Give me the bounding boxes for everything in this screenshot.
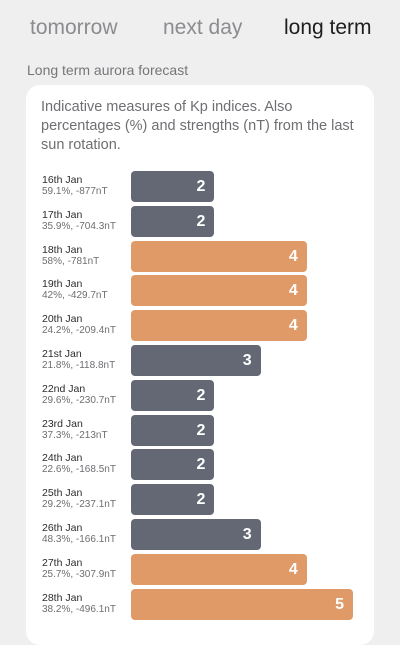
forecast-date: 16th Jan — [42, 174, 83, 186]
kp-value: 4 — [288, 282, 298, 300]
forecast-card: Indicative measures of Kp indices. Also … — [26, 85, 374, 645]
kp-bar: 2 — [131, 484, 215, 516]
kp-bar: 3 — [131, 519, 261, 550]
kp-bar: 5 — [131, 588, 353, 620]
forecast-date: 24th Jan — [42, 452, 83, 465]
forecast-row: 20th Jan 24.2%, -209.4nT 4 — [26, 310, 374, 344]
kp-value: 2 — [196, 212, 206, 230]
forecast-row: 24th Jan 22.6%, -168.5nT 2 — [26, 449, 374, 483]
kp-bar: 4 — [131, 553, 307, 585]
forecast-stats: 37.3%, -213nT — [42, 429, 108, 441]
forecast-row: 16th Jan 59.1%, -877nT 2 — [26, 171, 374, 205]
kp-value: 2 — [196, 178, 206, 195]
forecast-stats: 22.6%, -168.5nT — [42, 464, 116, 476]
tab-next-day[interactable]: next day — [163, 16, 243, 39]
forecast-description: Indicative measures of Kp indices. Also … — [41, 99, 354, 153]
forecast-row: 23rd Jan 37.3%, -213nT 2 — [26, 414, 374, 449]
forecast-row: 22nd Jan 29.6%, -230.7nT 2 — [26, 379, 374, 414]
kp-value: 2 — [196, 491, 206, 509]
forecast-stats: 58%, -781nT — [42, 255, 100, 267]
kp-value: 4 — [288, 317, 298, 335]
forecast-date: 22nd Jan — [42, 382, 86, 395]
tab-tomorrow[interactable]: tomorrow — [30, 16, 118, 39]
forecast-date: 19th Jan — [42, 278, 83, 291]
kp-value: 2 — [196, 456, 206, 474]
kp-bar: 2 — [131, 379, 215, 411]
forecast-stats: 25.7%, -307.9nT — [42, 568, 116, 580]
section-title: Long term aurora forecast — [27, 62, 189, 78]
kp-bar: 2 — [131, 449, 215, 481]
forecast-row: 21st Jan 21.8%, -118.8nT 3 — [26, 345, 374, 379]
forecast-stats: 59.1%, -877nT — [42, 186, 108, 197]
forecast-stats: 35.9%, -704.3nT — [42, 220, 116, 232]
kp-bar: 4 — [131, 310, 307, 342]
forecast-row: 17th Jan 35.9%, -704.3nT 2 — [26, 205, 374, 240]
forecast-row: 27th Jan 25.7%, -307.9nT 4 — [26, 553, 374, 588]
forecast-date: 21st Jan — [42, 348, 82, 360]
kp-value: 2 — [196, 386, 206, 404]
kp-bar: 2 — [131, 414, 215, 446]
kp-value: 4 — [288, 247, 298, 265]
forecast-row: 26th Jan 48.3%, -166.1nT 3 — [26, 519, 374, 553]
kp-value: 5 — [335, 595, 344, 613]
kp-bar: 4 — [131, 240, 307, 272]
forecast-date: 28th Jan — [42, 591, 83, 604]
forecast-row: 19th Jan 42%, -429.7nT 4 — [26, 275, 374, 309]
forecast-date: 26th Jan — [42, 522, 83, 534]
forecast-stats: 38.2%, -496.1nT — [42, 603, 116, 615]
kp-bar: 2 — [131, 205, 215, 237]
forecast-row: 25th Jan 29.2%, -237.1nT 2 — [26, 484, 374, 518]
forecast-row: 28th Jan 38.2%, -496.1nT 5 — [26, 588, 374, 623]
kp-value: 2 — [196, 421, 206, 439]
forecast-stats: 21.8%, -118.8nT — [42, 360, 116, 371]
kp-value: 3 — [242, 352, 252, 369]
kp-value: 4 — [288, 560, 298, 578]
kp-bar: 3 — [131, 345, 261, 376]
tab-bar: tomorrow next day long term — [0, 14, 400, 44]
forecast-row: 18th Jan 58%, -781nT 4 — [26, 240, 374, 275]
forecast-date: 27th Jan — [42, 556, 83, 569]
forecast-date: 25th Jan — [42, 487, 83, 500]
forecast-stats: 24.2%, -209.4nT — [42, 325, 116, 337]
forecast-date: 23rd Jan — [42, 417, 83, 430]
forecast-date: 20th Jan — [42, 313, 83, 326]
forecast-stats: 29.2%, -237.1nT — [42, 499, 116, 511]
forecast-date: 17th Jan — [42, 208, 83, 221]
tab-long-term[interactable]: long term — [284, 16, 372, 39]
forecast-stats: 29.6%, -230.7nT — [42, 394, 116, 406]
forecast-date: 18th Jan — [42, 243, 83, 256]
kp-value: 3 — [242, 526, 252, 543]
forecast-stats: 42%, -429.7nT — [42, 290, 108, 302]
forecast-stats: 48.3%, -166.1nT — [42, 534, 116, 545]
kp-bar: 4 — [131, 275, 307, 307]
kp-bar: 2 — [131, 171, 215, 202]
